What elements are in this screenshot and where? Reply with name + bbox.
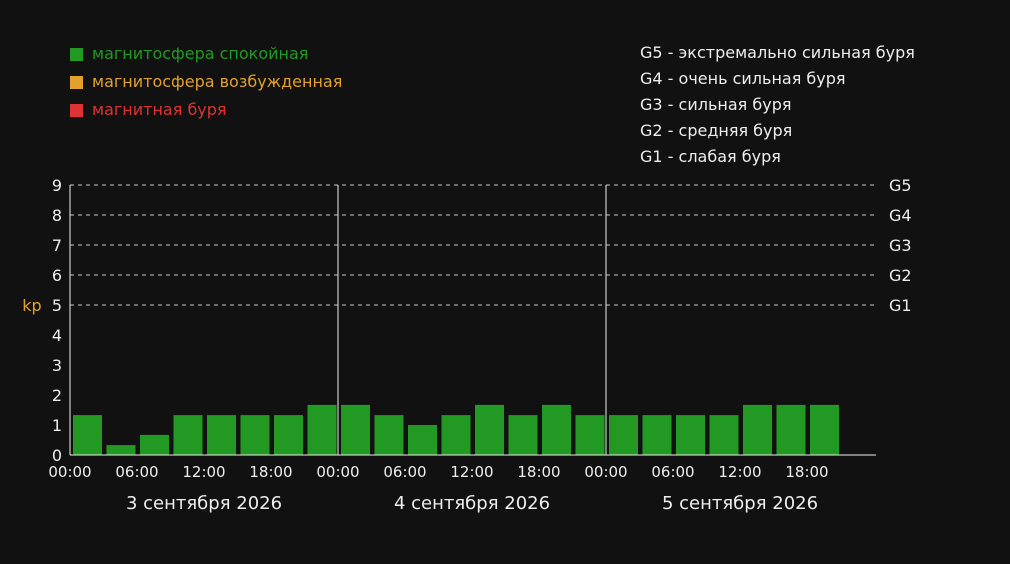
y-tick-label: 2 xyxy=(52,386,62,405)
x-tick-label: 18:00 xyxy=(249,463,292,481)
x-tick-label: 06:00 xyxy=(651,463,694,481)
y-tick-label: 4 xyxy=(52,326,62,345)
kp-bar xyxy=(307,404,337,455)
legend-label: магнитосфера возбужденная xyxy=(92,72,342,91)
y-tick-label: 9 xyxy=(52,176,62,195)
storm-level-label: G5 xyxy=(889,176,912,195)
x-tick-label: 00:00 xyxy=(584,463,627,481)
legend-swatch xyxy=(70,76,83,89)
kp-bar xyxy=(575,415,605,455)
kp-bar xyxy=(776,404,806,455)
legend-swatch xyxy=(70,48,83,61)
y-tick-label: 0 xyxy=(52,446,62,465)
kp-bar xyxy=(73,415,102,455)
day-label: 5 сентября 2026 xyxy=(662,493,818,514)
storm-level-label: G3 xyxy=(889,236,912,255)
kp-bar xyxy=(508,415,538,455)
day-label: 4 сентября 2026 xyxy=(394,493,550,514)
y-tick-label: 3 xyxy=(52,356,62,375)
storm-scale-item: G1 - слабая буря xyxy=(640,147,781,166)
x-tick-label: 18:00 xyxy=(517,463,560,481)
kp-bar xyxy=(642,415,672,455)
kp-bar xyxy=(207,415,236,455)
kp-bar xyxy=(810,404,839,455)
y-axis-label: kp xyxy=(22,296,41,315)
kp-bar xyxy=(274,415,303,455)
y-tick-label: 8 xyxy=(52,206,62,225)
x-tick-label: 12:00 xyxy=(718,463,761,481)
y-tick-label: 7 xyxy=(52,236,62,255)
kp-bar xyxy=(743,404,772,455)
kp-bar xyxy=(441,415,471,455)
kp-bar xyxy=(140,434,169,455)
kp-bar xyxy=(106,445,136,455)
storm-level-label: G1 xyxy=(889,296,912,315)
x-tick-label: 00:00 xyxy=(316,463,359,481)
kp-bar xyxy=(676,415,705,455)
storm-scale-item: G4 - очень сильная буря xyxy=(640,69,846,88)
x-tick-label: 06:00 xyxy=(115,463,158,481)
day-label: 3 сентября 2026 xyxy=(126,493,282,514)
legend-label: магнитосфера спокойная xyxy=(92,44,308,63)
kp-bar xyxy=(542,404,571,455)
x-tick-label: 12:00 xyxy=(450,463,493,481)
kp-bar xyxy=(609,415,638,455)
x-tick-label: 18:00 xyxy=(785,463,828,481)
x-tick-label: 00:00 xyxy=(48,463,91,481)
kp-bar xyxy=(173,415,203,455)
storm-level-label: G2 xyxy=(889,266,912,285)
kp-bar xyxy=(341,404,370,455)
kp-bar xyxy=(475,404,504,455)
y-tick-label: 5 xyxy=(52,296,62,315)
legend-label: магнитная буря xyxy=(92,100,227,119)
storm-scale-item: G3 - сильная буря xyxy=(640,95,791,114)
x-tick-label: 06:00 xyxy=(383,463,426,481)
kp-bar xyxy=(709,415,739,455)
kp-bar xyxy=(374,415,404,455)
storm-scale-item: G2 - средняя буря xyxy=(640,121,792,140)
storm-scale-item: G5 - экстремально сильная буря xyxy=(640,43,915,62)
kp-bar xyxy=(408,425,437,455)
y-tick-label: 6 xyxy=(52,266,62,285)
x-tick-label: 12:00 xyxy=(182,463,225,481)
y-tick-label: 1 xyxy=(52,416,62,435)
legend-swatch xyxy=(70,104,83,117)
storm-level-label: G4 xyxy=(889,206,912,225)
kp-bar xyxy=(240,415,270,455)
